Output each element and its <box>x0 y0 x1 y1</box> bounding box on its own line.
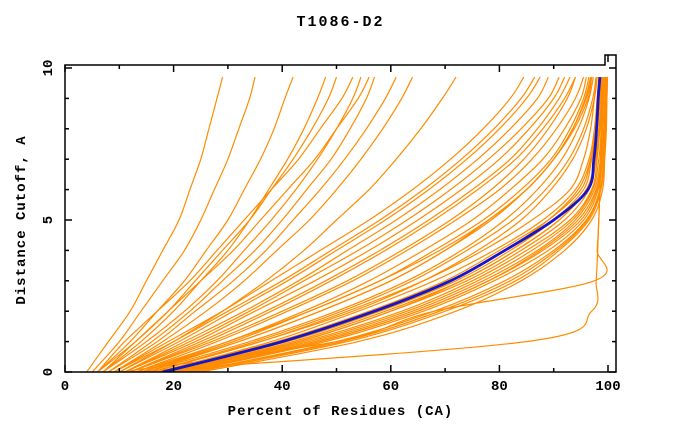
model-curve <box>113 76 536 372</box>
model-curve <box>129 76 576 372</box>
model-curve <box>151 77 598 372</box>
x-tick-label: 100 <box>595 379 621 395</box>
model-curve <box>173 77 605 372</box>
model-curve <box>151 77 597 372</box>
model-curve <box>135 76 585 372</box>
model-curve <box>130 77 603 372</box>
y-tick-label: 0 <box>41 367 57 377</box>
model-curve <box>189 77 608 372</box>
x-tick-label: 40 <box>273 379 291 395</box>
model-curve <box>86 76 224 372</box>
model-curve <box>146 76 594 372</box>
model-curve <box>135 77 593 372</box>
model-curve <box>140 76 590 372</box>
plot-title: T1086-D2 <box>296 14 385 31</box>
axis-ticks <box>64 55 616 373</box>
model-curve <box>113 76 414 372</box>
model-curve <box>113 76 525 372</box>
model-curve <box>178 77 606 372</box>
model-curve <box>119 76 457 372</box>
model-curve <box>124 76 566 372</box>
model-curve <box>97 76 354 372</box>
highlight-model-curve <box>162 76 602 372</box>
model-curve <box>124 76 560 372</box>
model-curves <box>86 76 609 372</box>
x-tick-label: 60 <box>382 379 400 395</box>
model-curve <box>140 76 592 372</box>
x-tick-label: 80 <box>490 379 508 395</box>
model-curve <box>97 76 294 372</box>
x-tick-label: 0 <box>60 379 70 395</box>
model-curve <box>151 77 598 372</box>
model-curve <box>189 77 608 372</box>
model-curve <box>124 76 549 372</box>
model-curve <box>102 76 370 372</box>
model-curve <box>140 76 587 372</box>
model-curve <box>129 76 571 372</box>
model-curve <box>91 76 256 372</box>
y-tick-label: 5 <box>41 215 57 225</box>
x-tick-label: 20 <box>165 379 182 395</box>
model-curve <box>119 76 541 372</box>
y-tick-label: 10 <box>41 59 57 77</box>
model-curve <box>178 77 606 372</box>
model-curve <box>173 77 604 372</box>
x-axis-label: Percent of Residues (CA) <box>227 404 454 420</box>
model-curve <box>157 77 600 372</box>
model-curve <box>129 76 576 372</box>
model-curve <box>119 77 608 372</box>
model-curve <box>102 76 362 372</box>
model-curve <box>200 77 609 372</box>
model-curve <box>108 76 376 372</box>
model-curve <box>108 76 397 372</box>
